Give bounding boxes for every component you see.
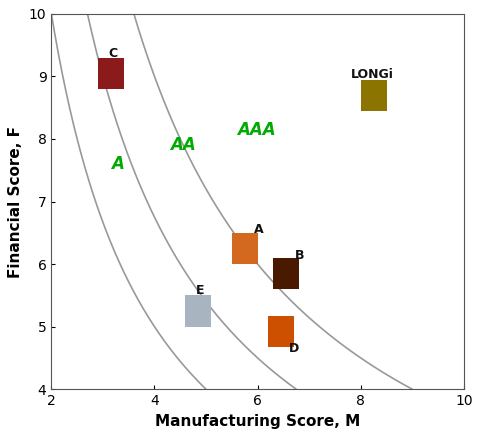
Bar [360, 80, 386, 111]
Bar [267, 316, 293, 347]
Text: B: B [295, 249, 304, 262]
Text: AAA: AAA [237, 121, 275, 139]
Text: D: D [288, 343, 298, 355]
Text: LONGi: LONGi [350, 69, 393, 81]
X-axis label: Manufacturing Score, M: Manufacturing Score, M [155, 414, 360, 429]
Text: AA: AA [169, 136, 195, 154]
Text: E: E [195, 284, 204, 297]
Text: A: A [253, 223, 263, 236]
Bar [231, 233, 257, 264]
Bar [97, 58, 123, 89]
Bar [273, 258, 298, 289]
Text: A: A [110, 155, 123, 173]
Y-axis label: Financial Score, F: Financial Score, F [8, 125, 24, 277]
Text: C: C [108, 46, 117, 59]
Bar [185, 295, 211, 327]
